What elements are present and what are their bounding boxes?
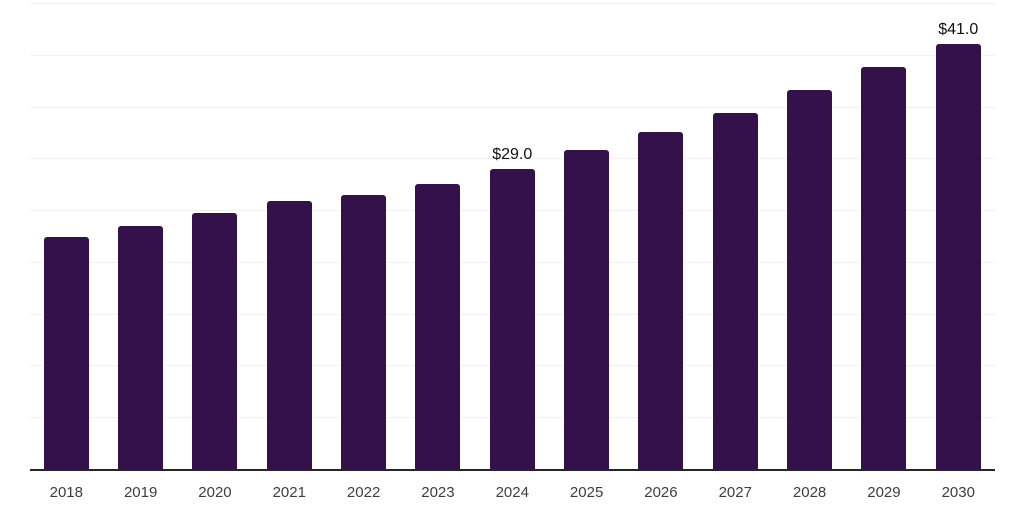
x-tick-label: 2021	[272, 484, 306, 501]
x-tick-label: 2018	[49, 484, 83, 501]
x-tick-label: 2020	[198, 484, 232, 501]
x-tick-label: 2019	[123, 484, 158, 501]
bar-2021[interactable]	[266, 200, 312, 469]
bar-2019[interactable]	[118, 225, 164, 469]
gridline	[30, 3, 995, 4]
x-tick-label: 2023	[421, 484, 455, 501]
bar-2023[interactable]	[415, 184, 461, 469]
x-tick-label: 2024	[495, 484, 529, 501]
bar-2020[interactable]	[192, 213, 238, 469]
data-label: $41.0	[938, 21, 979, 39]
data-label: $29.0	[492, 145, 533, 163]
gridline	[30, 106, 995, 108]
bar-2030[interactable]	[935, 44, 981, 469]
x-tick-label: 2025	[569, 484, 604, 501]
plot-area: $29.0 $41.0	[30, 3, 995, 469]
bar-2029[interactable]	[861, 67, 907, 469]
bar-2025[interactable]	[564, 150, 610, 469]
bar-2018[interactable]	[43, 237, 89, 469]
bar-chart: $29.0 $41.0 2018 2019 2020 2021 2022 2023 2024 2…	[30, 0, 995, 512]
x-axis-line	[30, 469, 995, 471]
x-tick-label: 2026	[644, 484, 678, 501]
x-tick-label: 2030	[941, 484, 975, 501]
gridline	[30, 158, 995, 160]
bar-2024[interactable]	[489, 168, 535, 469]
bar-2026[interactable]	[638, 132, 684, 469]
x-tick-label: 2029	[867, 484, 901, 501]
bar-2027[interactable]	[712, 112, 758, 469]
x-tick-label: 2027	[718, 484, 752, 501]
gridline	[30, 54, 995, 56]
x-tick-label: 2028	[792, 484, 827, 501]
bar-2022[interactable]	[341, 194, 387, 469]
x-tick-label: 2022	[346, 484, 381, 501]
bar-2028[interactable]	[787, 90, 833, 469]
